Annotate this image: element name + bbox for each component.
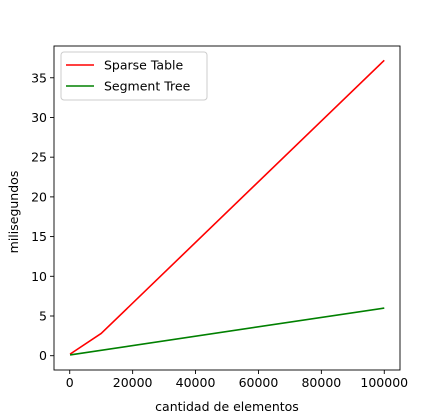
legend: Sparse Table Segment Tree bbox=[60, 51, 208, 101]
y-tick-label: 35 bbox=[31, 70, 47, 85]
x-tick-label: 80000 bbox=[301, 375, 341, 390]
y-tick-label: 5 bbox=[39, 309, 47, 324]
series-layer bbox=[69, 59, 385, 356]
y-tick-label: 0 bbox=[39, 348, 47, 363]
y-tick-label: 15 bbox=[31, 229, 47, 244]
y-tick-label: 20 bbox=[31, 189, 47, 204]
y-axis-title: milisegundos bbox=[6, 171, 21, 254]
y-tick-label: 10 bbox=[31, 269, 47, 284]
x-tick-label: 20000 bbox=[113, 375, 153, 390]
y-tick-label: 30 bbox=[31, 110, 47, 125]
series-line-sparse-table bbox=[69, 59, 385, 355]
series-line-segment-tree bbox=[69, 307, 385, 356]
x-tick-label: 60000 bbox=[239, 375, 279, 390]
y-tick-label: 25 bbox=[31, 150, 47, 165]
axes-layer: 0 20000 40000 60000 80000 100000 0 5 10 15 20 25 30 3… bbox=[31, 45, 408, 390]
legend-label: Segment Tree bbox=[104, 79, 191, 94]
x-tick-label: 0 bbox=[66, 375, 74, 390]
x-tick-label: 40000 bbox=[176, 375, 216, 390]
legend-label: Sparse Table bbox=[104, 58, 183, 73]
x-tick-label: 100000 bbox=[360, 375, 408, 390]
legend-box bbox=[60, 51, 208, 101]
plot-frame bbox=[53, 45, 401, 371]
x-axis-title: cantidad de elementos bbox=[155, 399, 299, 414]
